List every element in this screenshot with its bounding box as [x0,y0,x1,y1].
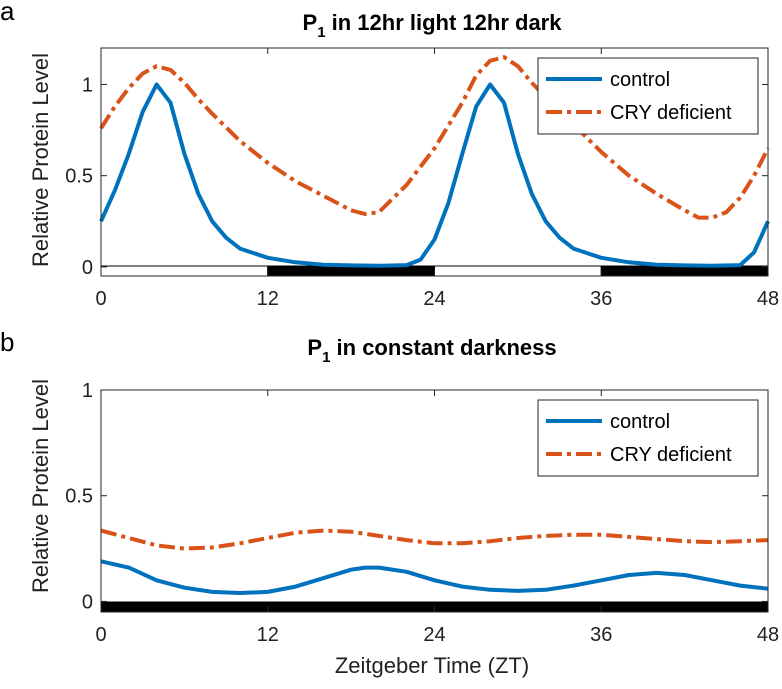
x-tick-label-b-3: 36 [590,624,612,646]
light-dark-bar-a-dark-3 [600,265,769,277]
legend-label-a-1: CRY deficient [610,102,732,124]
x-tick-label-b-2: 24 [423,624,445,646]
legend-box-b [537,399,759,477]
x-tick-label-a-0: 0 [95,288,106,310]
light-dark-bar-a-dark-1 [267,265,435,277]
x-tick-label-a-3: 36 [590,288,612,310]
x-tick-label-a-4: 48 [757,288,779,310]
x-tick-label-a-1: 12 [257,288,279,310]
y-tick-label-b-0: 0 [82,591,93,613]
chart-title-a-rest: in 12hr light 12hr dark [326,10,563,35]
x-tick-label-b-4: 48 [757,624,779,646]
legend-a: control CRY deficient [537,57,759,135]
plot-panel-b: 0 0.5 1 0 12 24 36 48 control CRY deficient [65,380,779,646]
chart-title-b-main: P [307,335,322,360]
x-tick-label-a-2: 24 [423,288,445,310]
y-tick-label-a-0: 0 [82,257,93,279]
y-axis-label-b: Relative Protein Level [28,379,53,593]
legend-label-a-0: control [610,69,670,91]
y-axis-label-a: Relative Protein Level [28,53,53,267]
y-tick-label-b-1: 0.5 [65,486,93,508]
legend-box-a [537,57,759,135]
chart-title-b-rest: in constant darkness [330,335,556,360]
y-tick-label-a-2: 1 [82,74,93,96]
legend-label-b-1: CRY deficient [610,444,732,466]
series-line-b-cry-deficient [100,528,769,551]
series-line-a-control [99,82,770,268]
series-line-a-cry-deficient [99,55,770,220]
x-tick-label-b-1: 12 [257,624,279,646]
chart-title-a-main: P [303,10,318,35]
panel-letter-b: b [0,327,14,357]
legend-label-b-0: control [610,411,670,433]
plot-panel-a: 0 0.5 1 0 12 24 36 48 control CRY deficient [65,47,779,310]
light-dark-bar-a-light-2 [434,265,602,277]
chart-title-a: P1 in 12hr light 12hr dark [303,10,563,41]
x-tick-label-b-0: 0 [95,624,106,646]
chart-title-b-sub: 1 [322,349,330,366]
chart-title-b: P1 in constant darkness [307,335,556,366]
y-tick-label-b-2: 1 [82,380,93,402]
x-axis-label: Zeitgeber Time (ZT) [335,653,529,678]
series-line-b-control [100,559,769,595]
chart-title-a-sub: 1 [317,24,325,41]
panel-letter-a: a [0,0,15,26]
light-dark-bar-a-light-0 [100,265,269,277]
legend-b: control CRY deficient [537,399,759,477]
y-tick-label-a-1: 0.5 [65,166,93,188]
